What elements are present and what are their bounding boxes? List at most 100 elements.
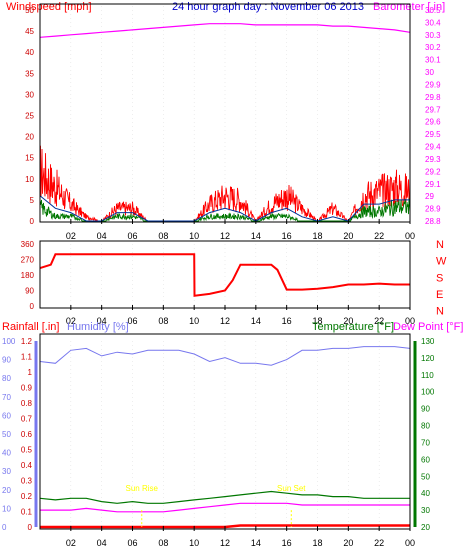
x-tick-label: 00 (405, 538, 415, 548)
rain-tick-label: 0.1 (21, 508, 33, 517)
temperature-tick-label: 40 (421, 489, 430, 498)
rain-tick-label: 1.2 (21, 337, 33, 346)
x-tick-label: 08 (158, 231, 168, 241)
rain-tick-label: 0.3 (21, 477, 33, 486)
baro-tick-label: 30 (425, 68, 434, 77)
temperature-tick-label: 120 (421, 354, 435, 363)
x-tick-label: 22 (374, 231, 384, 241)
humidity-tick-label: 40 (2, 449, 11, 458)
compass-label: N (436, 239, 444, 251)
temperature-tick-label: 100 (421, 388, 435, 397)
temperature-tick-label: 50 (421, 472, 430, 481)
baro-tick-label: 30.4 (425, 18, 441, 27)
rain-tick-label: 1 (28, 368, 33, 377)
baro-tick-label: 29 (425, 192, 434, 201)
temperature-tick-label: 60 (421, 455, 430, 464)
temperature-tick-label: 110 (421, 371, 434, 380)
x-tick-label: 16 (282, 538, 292, 548)
dewpoint-line (40, 502, 410, 513)
panel3-axis-ticks: 0 10 20 30 40 50 60 70 80 90 100 0 0.1 0.2 0.3 0.4 0.5 0.… (2, 337, 435, 532)
rain-tick-label: 0.5 (21, 446, 33, 455)
baro-tick-label: 30.5 (425, 6, 441, 15)
x-tick-label: 22 (374, 538, 384, 548)
wind-tick-label: 15 (25, 154, 34, 163)
wind-tick-label: 40 (25, 48, 34, 57)
wind-tick-label: 25 (25, 112, 34, 121)
x-tick-label: 20 (343, 538, 353, 548)
baro-tick-label: 30.1 (425, 56, 441, 65)
x-tick-label: 00 (405, 231, 415, 241)
wind-axis-label: Windspeed [mph] (6, 1, 92, 13)
x-tick-label: 14 (251, 316, 261, 326)
baro-tick-label: 29.5 (425, 130, 441, 139)
wind-tick-label: 10 (25, 175, 34, 184)
rain-tick-label: 0.6 (21, 430, 33, 439)
humidity-tick-label: 80 (2, 374, 11, 383)
rain-tick-label: 0.8 (21, 399, 33, 408)
rain-tick-label: 1.1 (21, 353, 33, 362)
dewpoint-axis-label: Dew Point [°F] (393, 321, 463, 333)
rain-tick-label: 0.9 (21, 384, 33, 393)
x-tick-label: 18 (312, 316, 322, 326)
temperature-tick-label: 80 (421, 422, 430, 431)
x-tick-label: 02 (66, 316, 76, 326)
wind-tick-label: 20 (25, 133, 34, 142)
humidity-tick-label: 60 (2, 411, 11, 420)
direction-tick-label: 360 (21, 240, 35, 249)
humidity-tick-label: 90 (2, 356, 11, 365)
x-tick-label: 04 (97, 231, 107, 241)
temperature-axis-label: Temperature [°F] (312, 321, 394, 333)
temperature-tick-label: 30 (421, 506, 430, 515)
rain-humidity-temp-frame (39, 333, 411, 530)
temperature-tick-label: 130 (421, 337, 435, 346)
x-tick-label: 18 (312, 231, 322, 241)
baro-tick-label: 28.8 (425, 217, 441, 226)
wind-tick-label: 50 (25, 6, 34, 15)
humidity-axis-label: Humidity [%] (67, 321, 129, 333)
rain-tick-label: 0 (28, 523, 33, 532)
direction-line (39, 253, 410, 297)
sun-marker-label: Sun Rise (126, 484, 159, 493)
humidity-line (39, 346, 411, 366)
baro-tick-label: 29.3 (425, 155, 441, 164)
humidity-tick-label: 70 (2, 393, 11, 402)
baro-tick-label: 29.1 (425, 180, 441, 189)
panel3-x-ticks: 02 04 06 08 10 12 14 16 18 20 22 00 (66, 526, 415, 548)
barometer-line (39, 23, 411, 38)
x-tick-label: 10 (189, 538, 199, 548)
x-tick-label: 08 (158, 538, 168, 548)
x-tick-label: 10 (189, 316, 199, 326)
x-tick-label: 12 (220, 538, 230, 548)
rain-tick-label: 0.4 (21, 461, 33, 470)
rain-tick-label: 0.2 (21, 492, 33, 501)
rain-tick-label: 0.7 (21, 415, 33, 424)
compass-label: W (436, 256, 447, 268)
baro-tick-label: 29.4 (425, 143, 441, 152)
x-tick-label: 10 (189, 231, 199, 241)
humidity-tick-label: 20 (2, 486, 11, 495)
temperature-line (39, 490, 410, 504)
x-tick-label: 02 (66, 538, 76, 548)
humidity-tick-label: 10 (2, 504, 11, 513)
humidity-tick-label: 100 (2, 337, 16, 346)
baro-tick-label: 29.8 (425, 93, 441, 102)
baro-tick-label: 29.2 (425, 167, 441, 176)
direction-tick-label: 270 (21, 256, 35, 265)
humidity-tick-label: 30 (2, 467, 11, 476)
baro-tick-label: 29.7 (425, 105, 441, 114)
direction-tick-label: 0 (30, 302, 35, 311)
x-tick-label: 06 (127, 231, 137, 241)
x-tick-label: 02 (66, 231, 76, 241)
sun-markers: Sun Rise Sun Set (126, 484, 306, 527)
direction-frame (39, 240, 411, 309)
x-tick-label: 18 (312, 538, 322, 548)
direction-axis-ticks: 0 90 180 270 360 (21, 240, 35, 311)
temperature-tick-label: 90 (421, 405, 430, 414)
compass-label: N (436, 306, 444, 318)
baro-tick-label: 28.9 (425, 205, 441, 214)
baro-tick-label: 30.2 (425, 43, 441, 52)
humidity-tick-label: 0 (2, 523, 7, 532)
temperature-tick-label: 70 (421, 438, 430, 447)
wind-tick-label: 35 (25, 69, 34, 78)
